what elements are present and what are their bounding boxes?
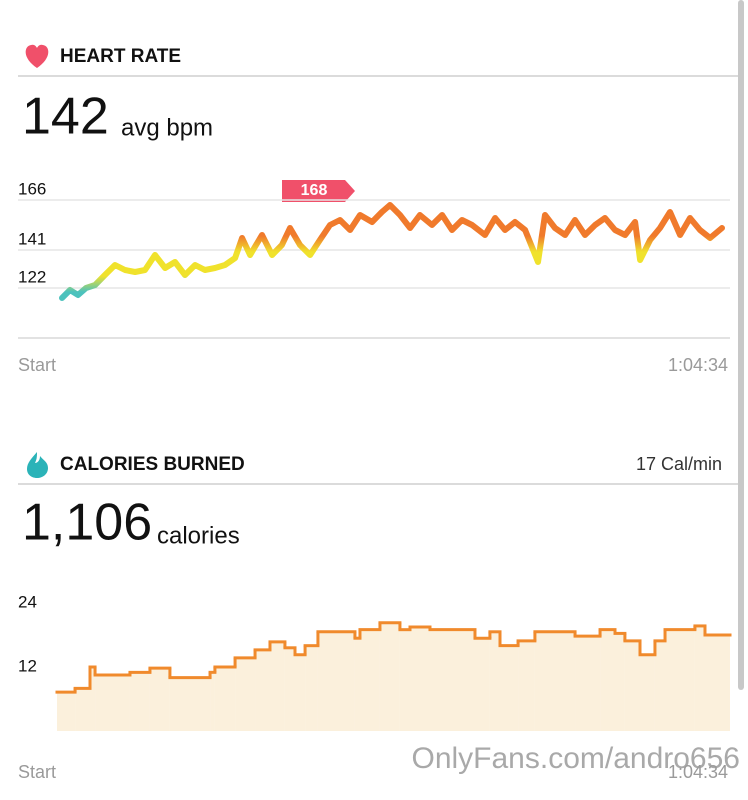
heart-rate-line xyxy=(59,202,725,301)
area-step xyxy=(359,629,380,731)
area-step xyxy=(665,629,695,731)
flag-shape xyxy=(282,180,355,202)
area-step xyxy=(57,692,76,731)
area-step xyxy=(518,640,535,731)
y-tick-label: 12 xyxy=(18,656,37,675)
area-step xyxy=(489,631,500,731)
summary-unit: calories xyxy=(157,522,240,549)
area-step xyxy=(654,640,666,731)
area-step xyxy=(474,638,490,731)
area-step xyxy=(614,633,625,731)
area-step xyxy=(429,629,475,731)
y-tick-label: 141 xyxy=(18,229,46,248)
y-tick-label: 24 xyxy=(18,592,37,611)
area-step xyxy=(210,672,215,731)
rate-label: 17 Cal/min xyxy=(636,454,722,474)
area-step xyxy=(379,622,400,731)
area-step xyxy=(600,629,615,731)
area-step xyxy=(255,649,270,731)
x-tick-label: Start xyxy=(18,355,56,375)
section-title: HEART RATE xyxy=(60,46,181,67)
area-step xyxy=(149,668,170,731)
x-tick-label: 1:04:34 xyxy=(668,355,728,375)
area-step xyxy=(169,677,211,731)
area-step xyxy=(704,635,730,731)
area-step xyxy=(410,627,430,731)
scrollbar xyxy=(738,0,744,690)
area-step xyxy=(305,645,318,731)
y-tick-label: 166 xyxy=(18,179,46,198)
area-step xyxy=(235,657,256,731)
area-step xyxy=(354,638,360,731)
y-tick-label: 122 xyxy=(18,267,46,286)
summary-value: 142 xyxy=(22,88,109,146)
area-step xyxy=(284,647,295,731)
area-step xyxy=(129,672,150,731)
area-step xyxy=(399,629,411,731)
summary-unit: avg bpm xyxy=(121,114,213,141)
area-step xyxy=(317,631,355,731)
summary-value: 1,106 xyxy=(22,494,152,552)
area-step xyxy=(534,631,576,731)
section-title: CALORIES BURNED xyxy=(60,454,245,475)
area-step xyxy=(214,667,236,731)
flame-icon xyxy=(27,452,48,478)
area-step xyxy=(624,640,641,731)
peak-flag: 168 xyxy=(282,180,355,202)
x-tick-label: 1:04:34 xyxy=(668,762,728,782)
area-step xyxy=(269,641,285,731)
area-step xyxy=(499,645,519,731)
area-step xyxy=(75,688,91,731)
watermark: OnlyFans.com/andro656 xyxy=(411,742,740,775)
area-step xyxy=(694,625,705,731)
x-tick-label: Start xyxy=(18,762,56,782)
area-step xyxy=(90,667,96,731)
area-step xyxy=(294,654,306,731)
area-step xyxy=(95,675,130,731)
area-step xyxy=(640,654,655,731)
area-step xyxy=(575,636,601,731)
peak-label: 168 xyxy=(301,182,328,199)
heart-icon xyxy=(25,44,49,68)
